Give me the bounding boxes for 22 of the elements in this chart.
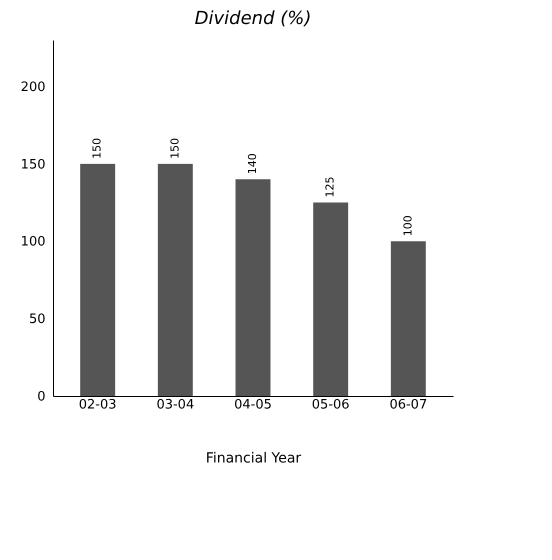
- bar: [313, 202, 348, 396]
- y-tick-label: 50: [28, 312, 46, 328]
- bar: [390, 241, 426, 396]
- x-tick-label: 03-04: [156, 398, 194, 412]
- data-label: 125: [324, 176, 337, 198]
- bar: [80, 164, 116, 396]
- bar: [158, 164, 193, 396]
- data-label: 100: [401, 215, 414, 236]
- y-tick-label: 200: [20, 80, 46, 95]
- x-tick-label: 04-05: [234, 398, 272, 412]
- data-label: 150: [90, 138, 104, 159]
- x-tick-label: 06-07: [389, 398, 428, 412]
- data-label: 140: [246, 153, 259, 174]
- y-tick-label: 100: [20, 234, 46, 250]
- x-tick-label: 02-03: [78, 398, 117, 412]
- y-tick-label: 150: [20, 157, 46, 172]
- chart-title: Dividend (%): [194, 8, 312, 29]
- x-tick-label: 05-06: [312, 398, 350, 412]
- data-label: 150: [168, 138, 182, 159]
- bar: [236, 179, 270, 396]
- y-tick-label: 0: [37, 390, 46, 404]
- x-axis-title: Financial Year: [206, 450, 302, 466]
